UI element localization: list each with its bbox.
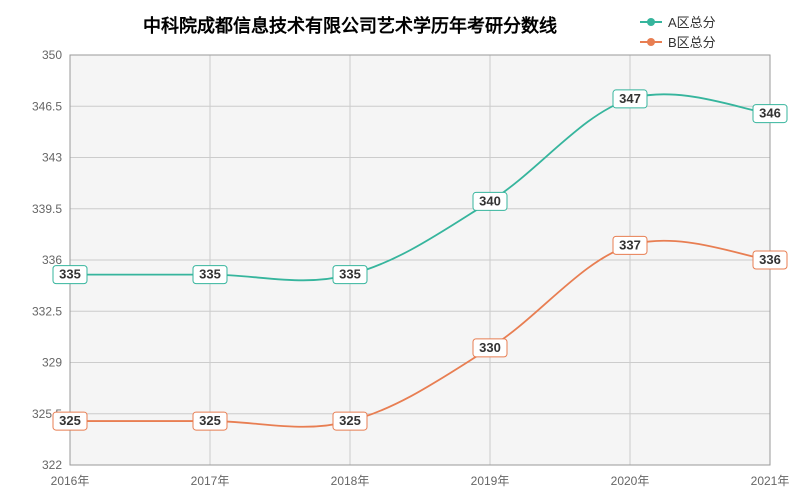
y-tick-label: 343: [42, 151, 62, 165]
data-label: 335: [59, 267, 81, 282]
data-label: 325: [339, 413, 361, 428]
x-tick-label: 2019年: [471, 474, 510, 488]
data-label: 335: [339, 267, 361, 282]
data-label: 337: [619, 237, 641, 252]
y-tick-label: 329: [42, 356, 62, 370]
y-tick-label: 339.5: [32, 202, 62, 216]
x-tick-label: 2018年: [331, 474, 370, 488]
y-tick-label: 322: [42, 458, 62, 472]
x-tick-label: 2016年: [51, 474, 90, 488]
data-label: 336: [759, 252, 781, 267]
data-label: 346: [759, 106, 781, 121]
chart-container: 322325.5329332.5336339.5343346.53502016年…: [0, 0, 800, 500]
y-tick-label: 350: [42, 48, 62, 62]
chart-title: 中科院成都信息技术有限公司艺术学历年考研分数线: [143, 15, 557, 36]
x-tick-label: 2021年: [751, 474, 790, 488]
data-label: 325: [59, 413, 81, 428]
y-tick-label: 336: [42, 253, 62, 267]
x-tick-label: 2020年: [611, 474, 650, 488]
legend-label: A区总分: [668, 15, 716, 30]
y-tick-label: 332.5: [32, 304, 62, 318]
data-label: 347: [619, 91, 641, 106]
data-label: 335: [199, 267, 221, 282]
data-label: 330: [479, 340, 501, 355]
data-label: 325: [199, 413, 221, 428]
x-tick-label: 2017年: [191, 474, 230, 488]
legend-marker: [647, 18, 655, 26]
legend-label: B区总分: [668, 35, 716, 50]
y-tick-label: 346.5: [32, 99, 62, 113]
line-chart: 322325.5329332.5336339.5343346.53502016年…: [0, 0, 800, 500]
data-label: 340: [479, 193, 501, 208]
legend-marker: [647, 38, 655, 46]
